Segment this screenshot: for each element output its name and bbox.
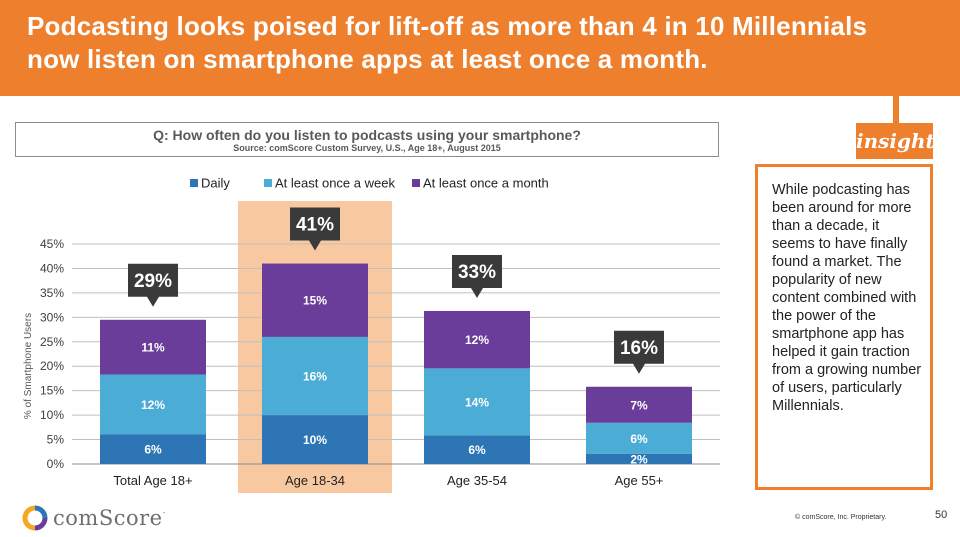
y-tick-label: 0% bbox=[47, 457, 65, 471]
total-label: 41% bbox=[296, 215, 334, 236]
y-tick-label: 35% bbox=[40, 286, 64, 300]
y-tick-label: 30% bbox=[40, 310, 64, 324]
total-callout bbox=[452, 254, 502, 298]
data-label: 6% bbox=[630, 432, 648, 446]
total-callout bbox=[290, 207, 340, 251]
logo-wordmark: comScore. bbox=[53, 506, 166, 530]
comscore-logo-icon bbox=[22, 505, 48, 531]
header-bar: Podcasting looks poised for lift-off as … bbox=[0, 0, 960, 96]
y-tick-label: 5% bbox=[47, 433, 65, 447]
data-label: 14% bbox=[465, 395, 489, 409]
bar-segment bbox=[586, 386, 692, 423]
y-tick-label: 25% bbox=[40, 335, 64, 349]
page-number: 50 bbox=[935, 509, 948, 521]
total-label: 16% bbox=[620, 338, 658, 359]
bar-segment bbox=[100, 434, 206, 464]
insight-connector-line bbox=[893, 96, 899, 124]
data-label: 12% bbox=[141, 398, 165, 412]
x-tick-label: Age 55+ bbox=[615, 473, 664, 488]
x-tick-label: Age 18-34 bbox=[285, 473, 345, 488]
data-label: 2% bbox=[630, 452, 648, 466]
bar-segment bbox=[262, 263, 368, 337]
bar-segment bbox=[100, 374, 206, 435]
bar-segment bbox=[100, 319, 206, 375]
title-line-2: now listen on smartphone apps at least o… bbox=[27, 44, 708, 74]
copyright-text: © comScore, Inc. Proprietary. bbox=[795, 514, 887, 521]
question-box: Q: How often do you listen to podcasts u… bbox=[15, 122, 719, 157]
total-label: 33% bbox=[458, 262, 496, 283]
legend-label: At least once a week bbox=[275, 176, 395, 191]
y-tick-label: 10% bbox=[40, 408, 64, 422]
logo-sup: . bbox=[162, 506, 166, 516]
bar-segment bbox=[424, 368, 530, 436]
total-label: 29% bbox=[134, 271, 172, 292]
bar-segment bbox=[586, 422, 692, 454]
y-tick-label: 40% bbox=[40, 261, 64, 275]
legend-swatch bbox=[190, 179, 198, 187]
bar-segment bbox=[262, 336, 368, 416]
legend-swatch bbox=[412, 179, 420, 187]
bar-segment bbox=[262, 415, 368, 464]
legend-swatch bbox=[264, 179, 272, 187]
data-label: 11% bbox=[141, 341, 165, 355]
insight-box: While podcasting has been around for mor… bbox=[755, 164, 933, 490]
data-label: 7% bbox=[630, 398, 648, 412]
data-label: 12% bbox=[465, 333, 489, 347]
bar-segment bbox=[424, 435, 530, 464]
y-tick-label: 20% bbox=[40, 359, 64, 373]
x-tick-label: Age 35-54 bbox=[447, 473, 507, 488]
page-title: Podcasting looks poised for lift-off as … bbox=[27, 10, 937, 76]
title-line-1: Podcasting looks poised for lift-off as … bbox=[27, 11, 868, 41]
legend-label: At least once a month bbox=[423, 176, 549, 191]
total-callout bbox=[128, 263, 178, 307]
total-callout bbox=[614, 330, 664, 374]
legend-label: Daily bbox=[201, 176, 230, 191]
bar-segment bbox=[424, 310, 530, 369]
data-label: 6% bbox=[468, 443, 486, 457]
data-label: 6% bbox=[144, 443, 162, 457]
logo-text: comScore bbox=[53, 506, 163, 530]
y-tick-label: 45% bbox=[40, 237, 64, 251]
data-label: 15% bbox=[303, 294, 327, 308]
x-tick-label: Total Age 18+ bbox=[113, 473, 192, 488]
insight-tag: insight bbox=[856, 123, 935, 159]
y-axis-label: % of Smartphone Users bbox=[23, 313, 34, 419]
data-label: 10% bbox=[303, 433, 327, 447]
question-text: Q: How often do you listen to podcasts u… bbox=[153, 127, 581, 143]
bar-segment bbox=[586, 453, 692, 464]
insight-text: While podcasting has been around for mor… bbox=[772, 182, 922, 414]
data-label: 16% bbox=[303, 370, 327, 384]
y-tick-label: 15% bbox=[40, 384, 64, 398]
source-text: Source: comScore Custom Survey, U.S., Ag… bbox=[233, 143, 501, 153]
